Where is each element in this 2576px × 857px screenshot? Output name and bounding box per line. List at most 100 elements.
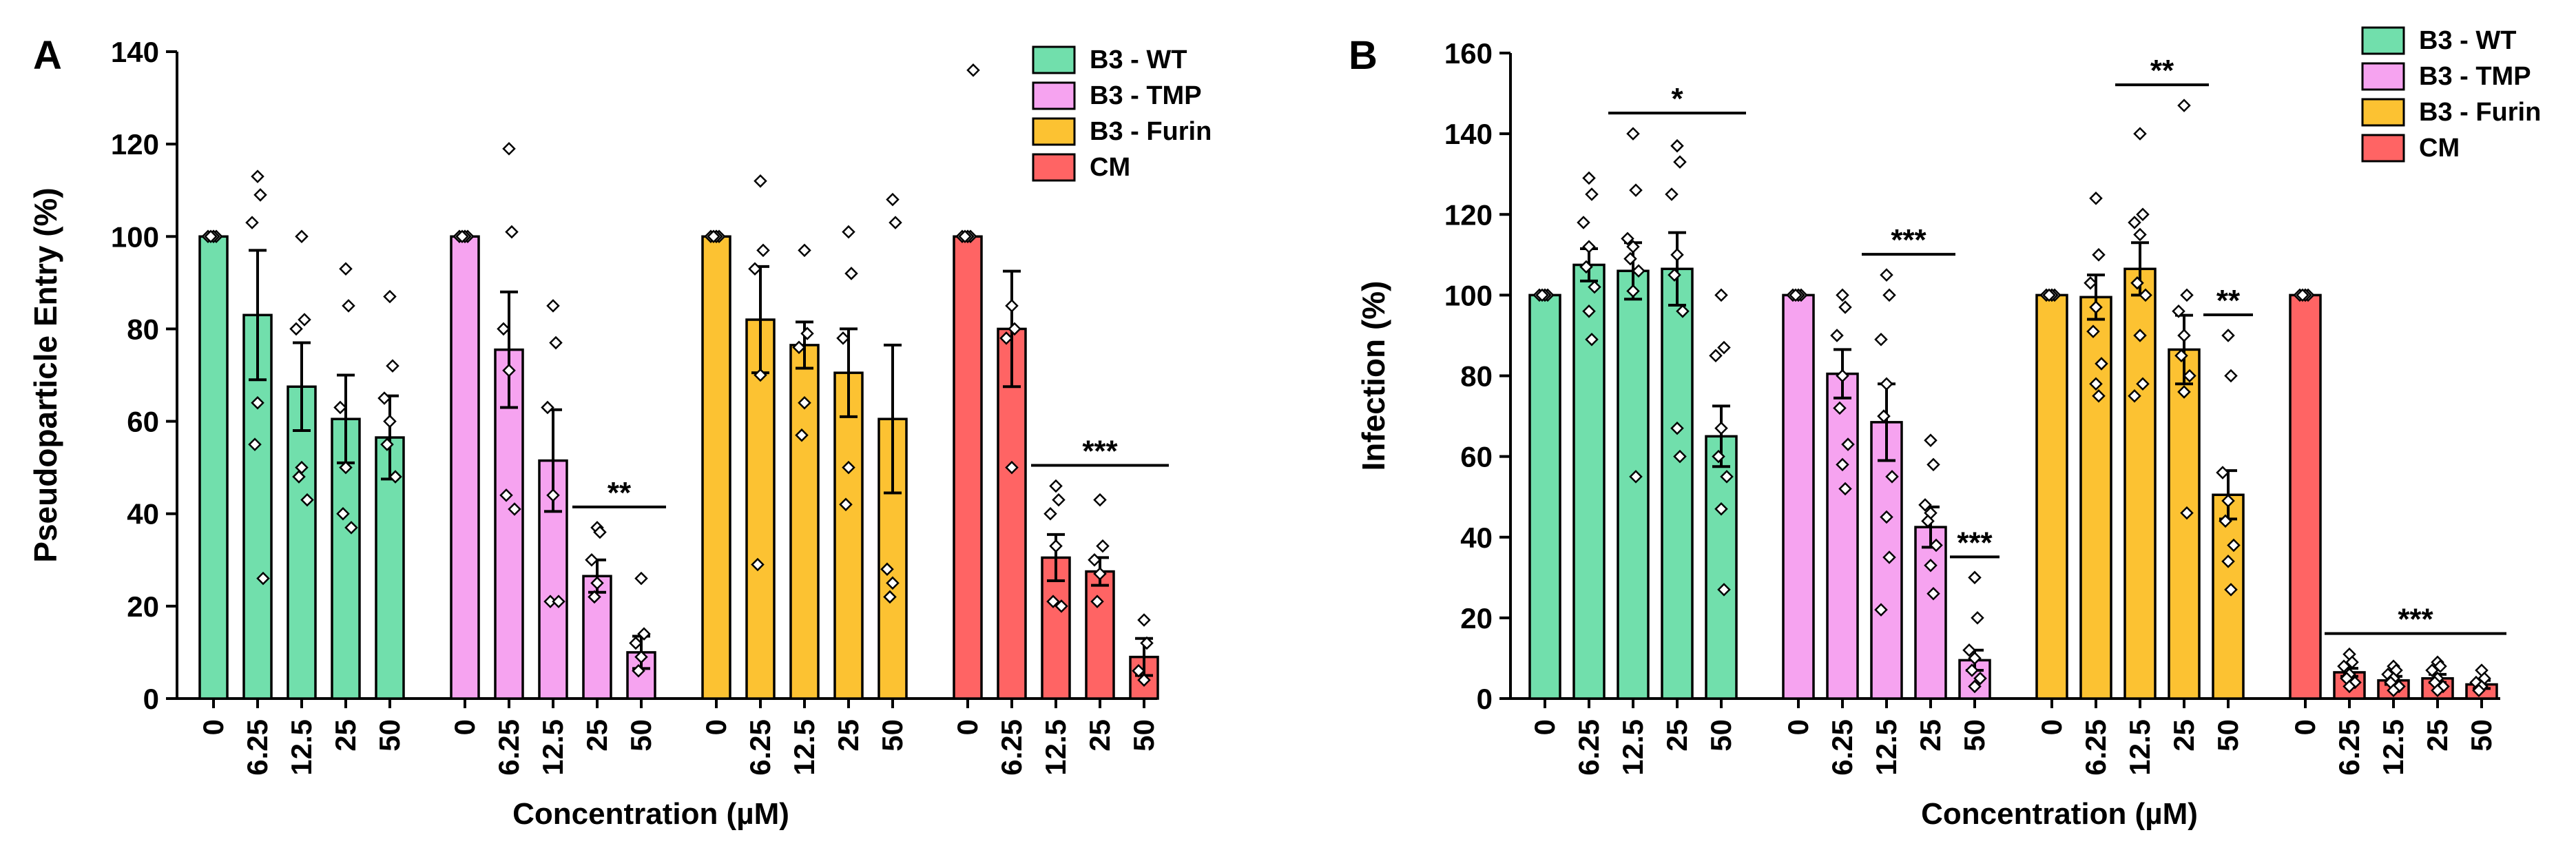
data-point [1968, 570, 1982, 585]
x-tick-label: 12.5 [537, 719, 569, 776]
bar [833, 371, 864, 700]
data-point [1714, 502, 1728, 516]
y-tick-label: 20 [127, 590, 159, 623]
data-point [2089, 377, 2103, 391]
data-point [634, 650, 648, 664]
legend-swatch [2361, 98, 2405, 127]
data-point [637, 627, 651, 641]
y-tick-label: 40 [127, 498, 159, 530]
x-tick-label: 50 [625, 719, 657, 752]
data-point [1918, 498, 1932, 512]
data-point [1836, 288, 1849, 302]
data-point [792, 340, 806, 355]
data-point [552, 595, 565, 608]
x-tick-label: 0 [951, 719, 984, 735]
data-point [339, 262, 353, 276]
x-tick-label: 12.5 [2377, 719, 2409, 776]
data-point [2130, 276, 2144, 290]
data-point [886, 576, 900, 590]
data-point [1830, 329, 1844, 342]
x-tick-label: 25 [1083, 719, 1116, 752]
data-point [958, 229, 972, 244]
data-point [1838, 300, 1852, 314]
data-point [800, 327, 814, 340]
x-tick-label: 0 [2289, 719, 2321, 735]
significance-stars: *** [1957, 526, 1993, 559]
data-point [1877, 409, 1891, 423]
data-point [634, 571, 648, 586]
data-point [1093, 567, 1107, 581]
legend-label: B3 - Furin [1090, 117, 1212, 146]
data-point [2219, 514, 2232, 528]
data-point [836, 331, 850, 345]
data-point [2092, 248, 2106, 262]
bar [2168, 348, 2201, 700]
data-point [289, 322, 303, 336]
data-point [2224, 369, 2238, 383]
data-point [632, 663, 645, 678]
data-point [508, 502, 521, 516]
panel-label: A [33, 33, 62, 78]
data-point [1833, 401, 1847, 415]
x-tick-label: 0 [1782, 719, 1814, 735]
data-point [336, 506, 350, 521]
data-point [1582, 240, 1596, 254]
chart-panel-a: A Pseudoparticle Entry (%) 0 20 40 60 80 100 120… [28, 33, 1212, 831]
y-tick-label: 60 [1460, 441, 1493, 473]
data-point [248, 437, 262, 451]
data-point [2180, 506, 2194, 520]
x-tick-label: 25 [1914, 719, 1946, 752]
data-point [1626, 240, 1640, 254]
legend-label: CM [1090, 153, 1130, 182]
data-point [756, 243, 770, 258]
data-point [1005, 299, 1019, 313]
data-point [298, 313, 311, 327]
data-point [1626, 127, 1640, 141]
data-point [505, 225, 519, 239]
data-point [2343, 679, 2356, 694]
data-point [1673, 155, 1687, 169]
data-point [1836, 369, 1849, 383]
data-point [1714, 421, 1728, 435]
data-point [1924, 433, 1938, 447]
data-point [2092, 389, 2106, 403]
x-axis-label: Concentration (µM) [1921, 797, 2198, 831]
data-point [2337, 659, 2351, 673]
data-point [342, 299, 355, 313]
data-point [1670, 421, 1684, 435]
data-point [497, 322, 510, 336]
data-point [1880, 377, 1893, 391]
data-point [1093, 493, 1107, 507]
x-tick-label: 50 [2212, 719, 2244, 752]
data-point [844, 267, 858, 280]
x-axis-label: Concentration (µM) [512, 797, 789, 831]
data-point [842, 460, 855, 475]
data-point [1924, 558, 1938, 572]
data-point [251, 169, 264, 183]
data-point [344, 521, 358, 535]
x-tick-label: 12.5 [1039, 719, 1072, 776]
data-point [1585, 187, 1599, 201]
significance-stars: *** [1082, 434, 1118, 468]
data-point [593, 525, 607, 539]
data-point [2133, 227, 2147, 242]
data-point [295, 229, 309, 244]
y-tick-label: 120 [1444, 198, 1493, 231]
data-point [499, 488, 513, 502]
data-point [1008, 322, 1021, 336]
data-point [377, 391, 391, 405]
bar [626, 651, 656, 700]
data-point [1714, 288, 1728, 302]
data-point [1921, 514, 1935, 528]
y-tick-label: 0 [143, 683, 159, 715]
data-point [1005, 460, 1019, 475]
data-point [1717, 340, 1731, 355]
data-point [707, 229, 720, 244]
data-point [2086, 324, 2100, 338]
data-point [798, 395, 811, 410]
data-point [1882, 288, 1896, 302]
data-point [1926, 586, 1940, 601]
x-tick-label: 6.25 [2079, 719, 2112, 776]
data-point [1971, 611, 1984, 625]
data-point [245, 216, 259, 229]
